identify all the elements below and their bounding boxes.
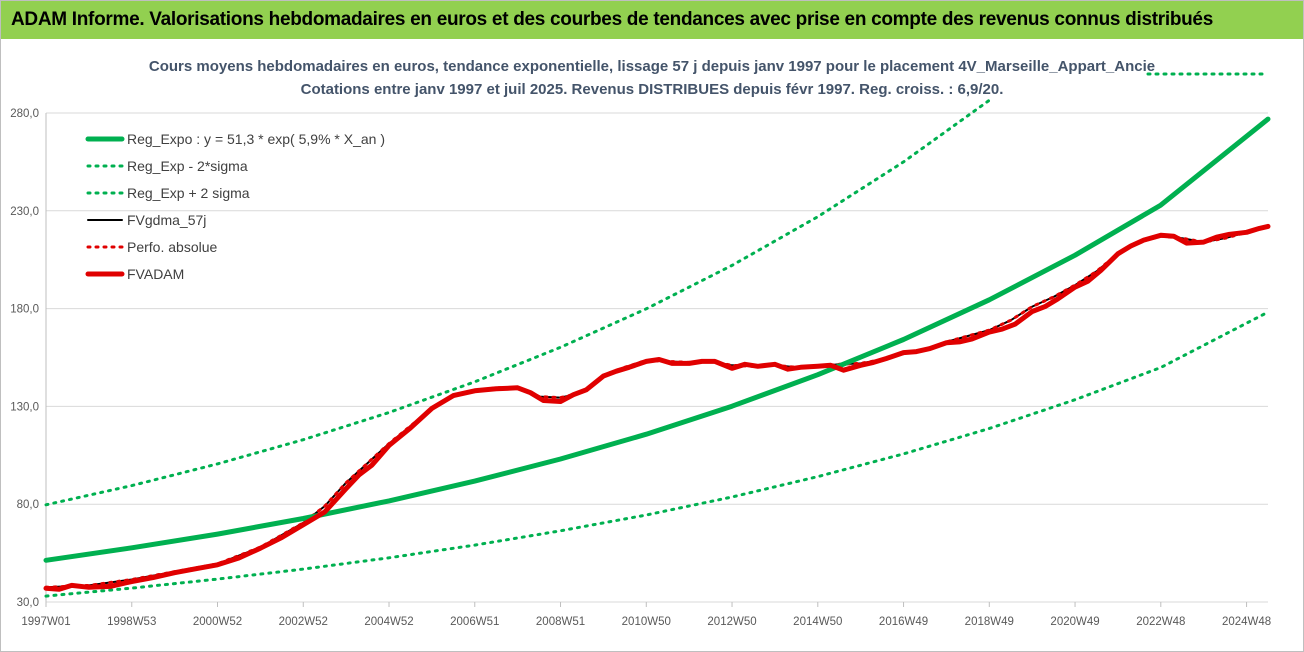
x-tick-label: 2018W49 [965,616,1014,628]
chart-subtitle-line-1: Cours moyens hebdomadaires en euros, ten… [149,58,1155,75]
x-tick-label: 2010W50 [622,616,671,628]
x-tick-label: 2004W52 [364,616,413,628]
series-line-5 [43,223,1271,592]
gridlines [45,112,1268,603]
line-chart: Cours moyens hebdomadaires en euros, ten… [10,58,1271,628]
x-tick-label: 1997W01 [21,616,70,628]
legend-label-3: FVgdma_57j [127,212,206,228]
x-tick-label: 2014W50 [793,616,842,628]
series-line-2 [44,98,991,507]
y-tick-label: 30,0 [17,597,39,609]
x-tick-label: 2008W51 [536,616,585,628]
legend-label-5: FVADAM [127,266,184,282]
x-tick-label: 2020W49 [1050,616,1099,628]
x-axis-tick-labels: 1997W01 1998W53 2000W52 2002W52 2004W52 2006W… [21,602,1271,628]
series-line-0 [43,116,1271,563]
series-line-1 [44,310,1270,598]
legend: Reg_Expo : y = 51,3 * exp( 5,9% * X_an )… [85,131,385,282]
x-tick-label: 2022W48 [1136,616,1185,628]
y-tick-label: 180,0 [10,304,39,316]
legend-label-0: Reg_Expo : y = 51,3 * exp( 5,9% * X_an ) [127,131,385,147]
x-tick-label: 2016W49 [879,616,928,628]
legend-label-1: Reg_Exp - 2*sigma [127,158,248,174]
y-axis-tick-labels: 30,0 80,0 130,0 180,0 230,0 280,0 [10,108,39,609]
banner-title: ADAM Informe. Valorisations hebdomadaire… [11,9,1213,30]
y-tick-label: 280,0 [10,108,39,120]
chart-subtitle-line-2: Cotations entre janv 1997 et juil 2025. … [301,81,1004,98]
y-tick-label: 130,0 [10,401,39,413]
x-tick-label: 2006W51 [450,616,499,628]
y-tick-label: 80,0 [17,499,39,511]
legend-label-4: Perfo. absolue [127,239,217,255]
x-tick-label: 1998W53 [107,616,156,628]
series-lines [43,98,1271,598]
title-banner: ADAM Informe. Valorisations hebdomadaire… [1,1,1303,39]
x-tick-label: 2000W52 [193,616,242,628]
x-tick-label: 2002W52 [279,616,328,628]
x-tick-label: 2024W48 [1222,616,1271,628]
x-tick-label: 2012W50 [707,616,756,628]
legend-label-2: Reg_Exp + 2 sigma [127,185,250,201]
y-tick-label: 230,0 [10,206,39,218]
